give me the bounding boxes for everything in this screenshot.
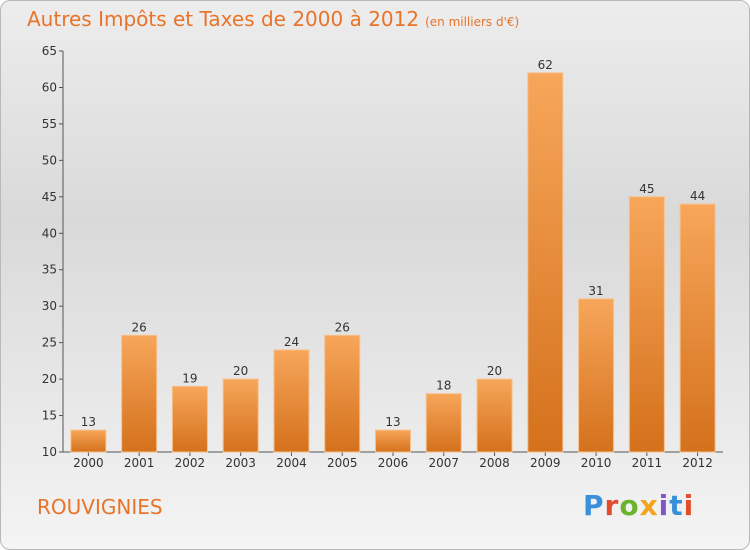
bar <box>324 334 361 453</box>
y-tick-label: 10 <box>42 445 57 459</box>
bar <box>70 429 107 453</box>
data-label: 45 <box>639 182 654 196</box>
x-tick-label: 2005 <box>327 456 358 470</box>
bar <box>375 429 411 453</box>
bar <box>628 196 665 453</box>
y-tick-label: 25 <box>42 336 57 350</box>
x-tick-label: 2010 <box>581 456 612 470</box>
x-tick-label: 2009 <box>530 456 561 470</box>
bar <box>273 349 310 453</box>
data-label: 26 <box>132 320 147 334</box>
x-tick-label: 2001 <box>124 456 155 470</box>
data-label: 24 <box>284 335 299 349</box>
bar <box>425 393 462 453</box>
y-tick-label: 40 <box>42 226 57 240</box>
x-tick-label: 2012 <box>682 456 713 470</box>
logo-letter: t <box>669 489 684 522</box>
bar <box>121 334 158 453</box>
data-label: 13 <box>81 415 96 429</box>
data-label: 20 <box>487 364 502 378</box>
commune-name: ROUVIGNIES <box>37 495 163 519</box>
y-tick-label: 15 <box>42 409 57 423</box>
x-tick-label: 2004 <box>276 456 307 470</box>
chart-bars <box>70 72 716 453</box>
y-tick-label: 30 <box>42 299 57 313</box>
chart-title: Autres Impôts et Taxes de 2000 à 2012 (en… <box>27 7 519 31</box>
x-tick-label: 2003 <box>225 456 256 470</box>
logo-letter: r <box>604 489 620 522</box>
logo-letter: i <box>658 489 670 522</box>
y-tick-label: 50 <box>42 153 57 167</box>
logo-letter: x <box>639 489 659 522</box>
bar <box>679 203 716 453</box>
x-tick-label: 2006 <box>378 456 409 470</box>
y-tick-label: 20 <box>42 372 57 386</box>
x-tick-label: 2011 <box>632 456 663 470</box>
bar <box>578 298 615 453</box>
x-tick-label: 2002 <box>175 456 206 470</box>
chart-title-text: Autres Impôts et Taxes de 2000 à 2012 <box>27 7 420 31</box>
logo-letter: o <box>619 489 640 522</box>
x-tick-label: 2000 <box>73 456 104 470</box>
logo-letter: i <box>683 489 695 522</box>
proxiti-logo[interactable]: Proxiti <box>583 489 694 522</box>
bar <box>171 385 208 453</box>
data-label: 20 <box>233 364 248 378</box>
y-tick-label: 60 <box>42 80 57 94</box>
data-label: 62 <box>538 58 553 72</box>
data-label: 19 <box>182 371 197 385</box>
logo-letter: P <box>583 489 605 522</box>
y-tick-label: 35 <box>42 263 57 277</box>
y-tick-label: 65 <box>42 44 57 58</box>
bar <box>476 378 513 453</box>
bar <box>222 378 259 453</box>
data-label: 18 <box>436 379 451 393</box>
x-tick-label: 2008 <box>479 456 510 470</box>
data-label: 31 <box>588 284 603 298</box>
data-label: 44 <box>690 189 705 203</box>
x-tick-label: 2007 <box>428 456 459 470</box>
data-label: 13 <box>385 415 400 429</box>
data-label: 26 <box>335 320 350 334</box>
chart-subtitle: (en milliers d'€) <box>425 15 520 29</box>
y-tick-label: 55 <box>42 117 57 131</box>
chart-data-labels: 13 26 19 20 24 26 13 18 20 62 31 45 44 <box>81 58 706 429</box>
chart-axes: 10 15 20 25 30 35 40 45 50 55 60 65 2000 2001 2002 2003… <box>42 44 723 470</box>
y-tick-label: 45 <box>42 190 57 204</box>
bar <box>527 72 564 453</box>
